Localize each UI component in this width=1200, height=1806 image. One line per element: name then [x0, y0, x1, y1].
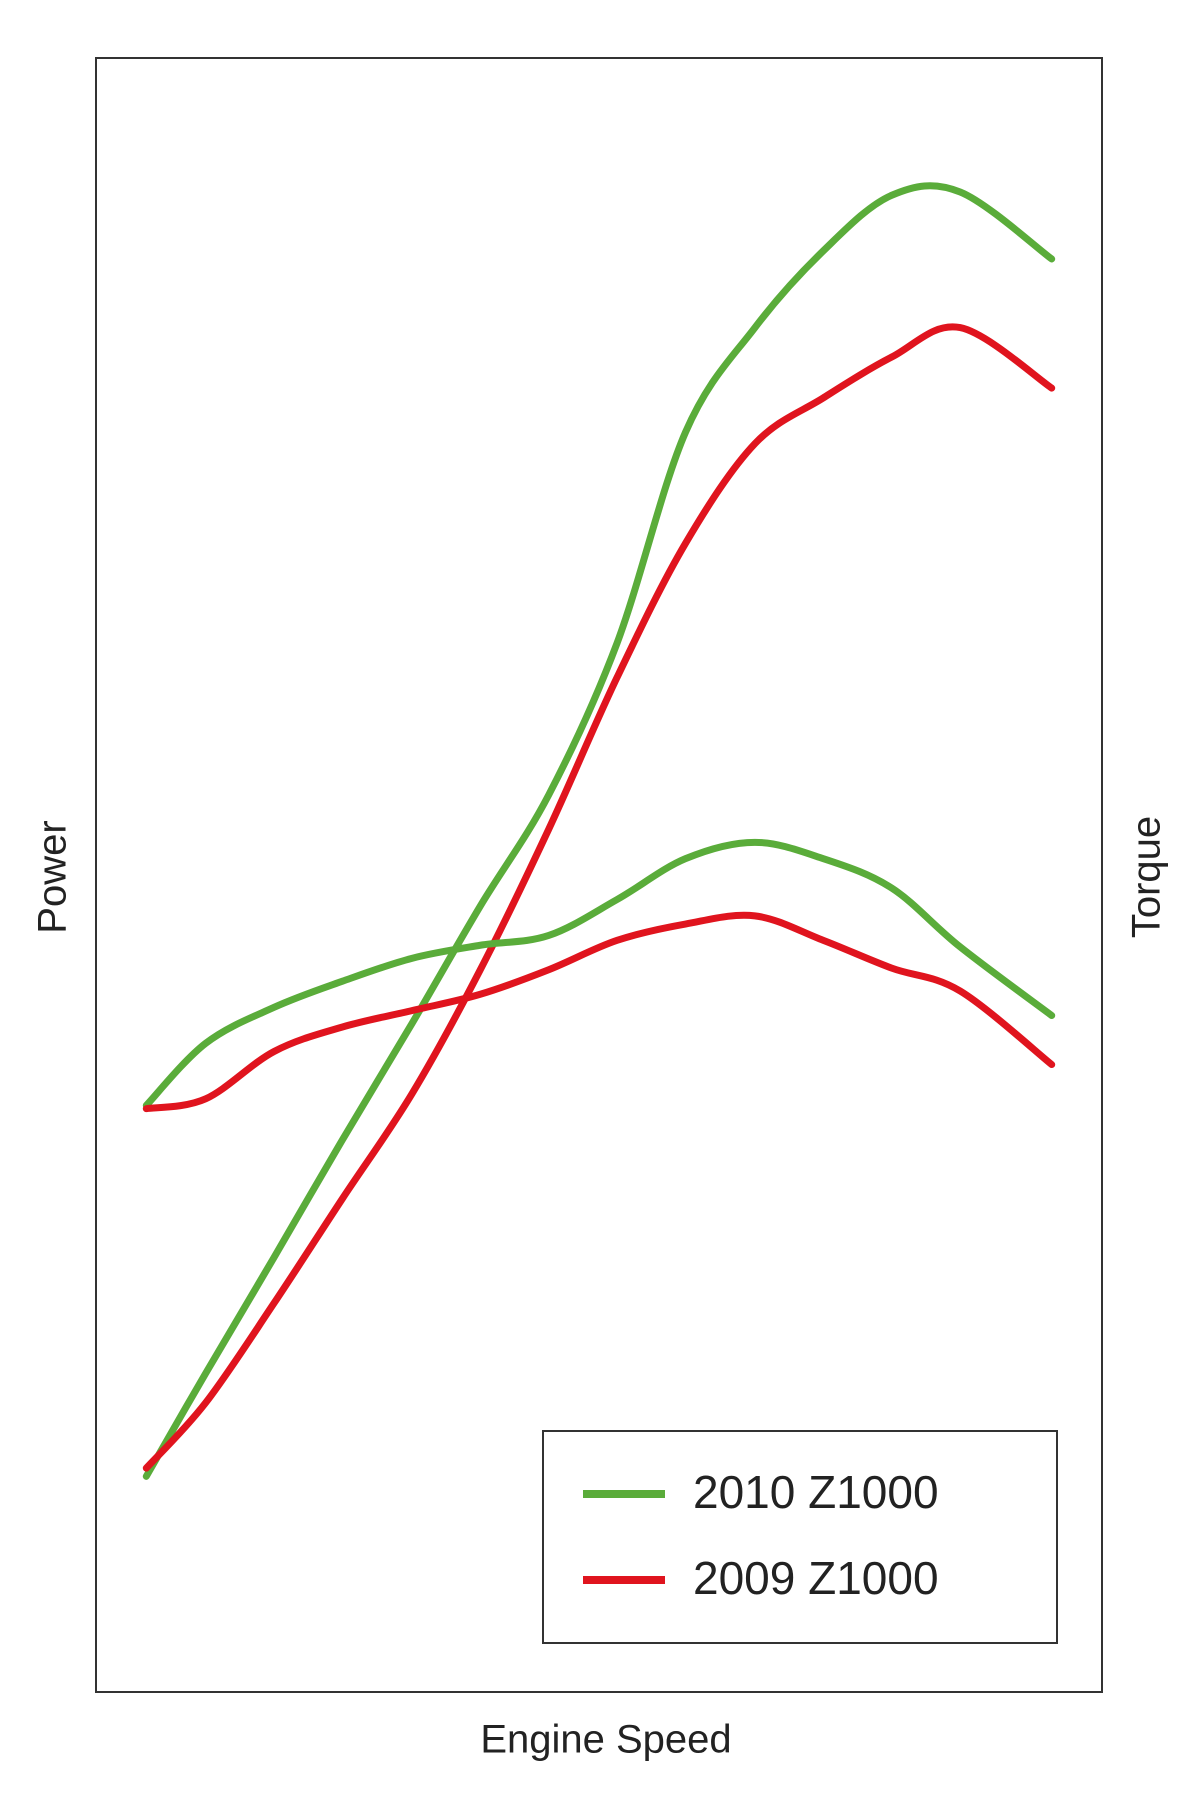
y2-axis-label: Torque: [1125, 816, 1169, 938]
line-series: [142, 911, 1056, 1113]
y-axis-label: Power: [31, 820, 75, 933]
legend-label: 2010 Z1000: [693, 1466, 939, 1518]
legend-box: [542, 1430, 1058, 1644]
x-axis-label: Engine Speed: [480, 1718, 731, 1762]
line-series: [142, 182, 1056, 1480]
legend-label: 2009 Z1000: [693, 1552, 939, 1604]
line-series: [142, 838, 1056, 1109]
line-series: [142, 323, 1056, 1472]
plot-frame: [95, 57, 1103, 1693]
